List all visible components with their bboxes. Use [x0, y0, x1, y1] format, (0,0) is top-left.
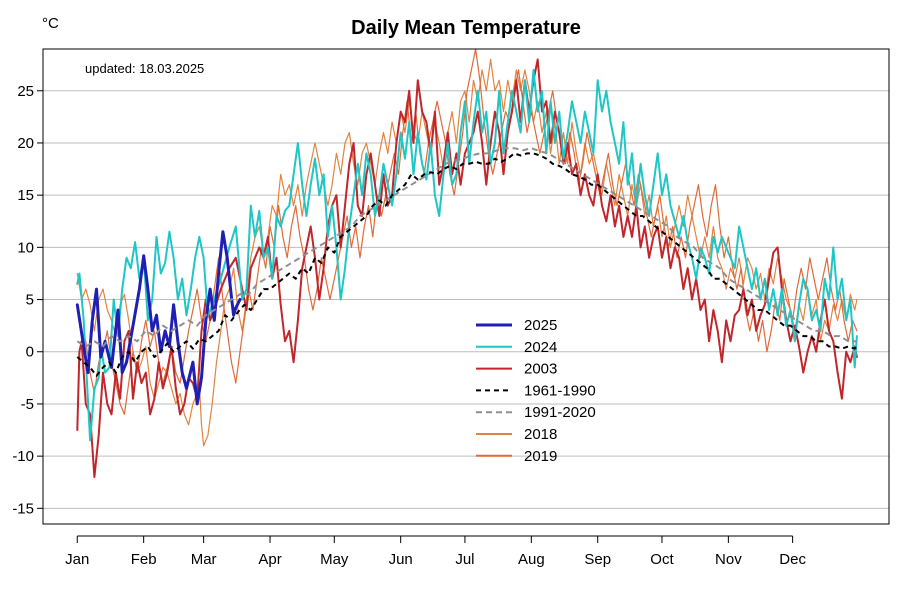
x-tick-label: Sep: [584, 551, 611, 568]
x-tick-label: Nov: [715, 551, 742, 568]
x-tick-label: Jul: [455, 551, 474, 568]
x-tick-label: Jun: [389, 551, 413, 568]
legend-label-1991-2020: 1991-2020: [524, 404, 596, 421]
legend-label-1961-1990: 1961-1990: [524, 382, 596, 399]
x-tick-label: Oct: [650, 551, 674, 568]
y-tick-label: 25: [17, 83, 34, 100]
x-tick-label: Feb: [131, 551, 157, 568]
x-tick-label: Aug: [518, 551, 545, 568]
series-line-1991-2020: [76, 147, 857, 348]
x-tick-label: Mar: [191, 551, 217, 568]
y-tick-label: -10: [12, 448, 34, 465]
grid-layer: [43, 90, 889, 509]
legend-label-2019: 2019: [524, 448, 557, 465]
legend-label-2003: 2003: [524, 361, 557, 378]
legend-label-2025: 2025: [524, 317, 557, 334]
x-tick-label: Apr: [258, 551, 281, 568]
y-tick-label: 20: [17, 135, 34, 152]
y-tick-label: -15: [12, 500, 34, 517]
series-layer: [75, 49, 858, 478]
x-tick-label: Dec: [779, 551, 806, 568]
y-tick-label: 0: [26, 344, 34, 361]
series-line-2024: [76, 68, 858, 442]
legend-label-2018: 2018: [524, 426, 557, 443]
plot-frame: [42, 48, 890, 525]
y-tick-label: 10: [17, 239, 34, 256]
series-line-2019: [76, 49, 858, 415]
y-axis: -15 -10 -5 0 5 10 15 20 25: [12, 83, 43, 517]
x-tick-label: May: [320, 551, 349, 568]
chart-title: Daily Mean Temperature: [351, 17, 581, 39]
series-line-1961-1990: [76, 152, 858, 377]
series-line-2018: [76, 58, 858, 447]
updated-note: updated: 18.03.2025: [85, 61, 204, 76]
y-tick-label: -5: [21, 396, 34, 413]
y-unit-label: °C: [42, 15, 59, 32]
legend: 2025 2024 2003 1961-1990 1991-2020 2018 2019: [476, 317, 596, 465]
series-line-2025: [75, 230, 242, 406]
x-tick-label: Jan: [65, 551, 89, 568]
x-axis: Jan Feb Mar Apr May Jun Jul Aug Sep Oct Nov Dec: [65, 535, 806, 568]
y-tick-label: 5: [26, 292, 34, 309]
legend-label-2024: 2024: [524, 339, 557, 356]
y-tick-label: 15: [17, 187, 34, 204]
